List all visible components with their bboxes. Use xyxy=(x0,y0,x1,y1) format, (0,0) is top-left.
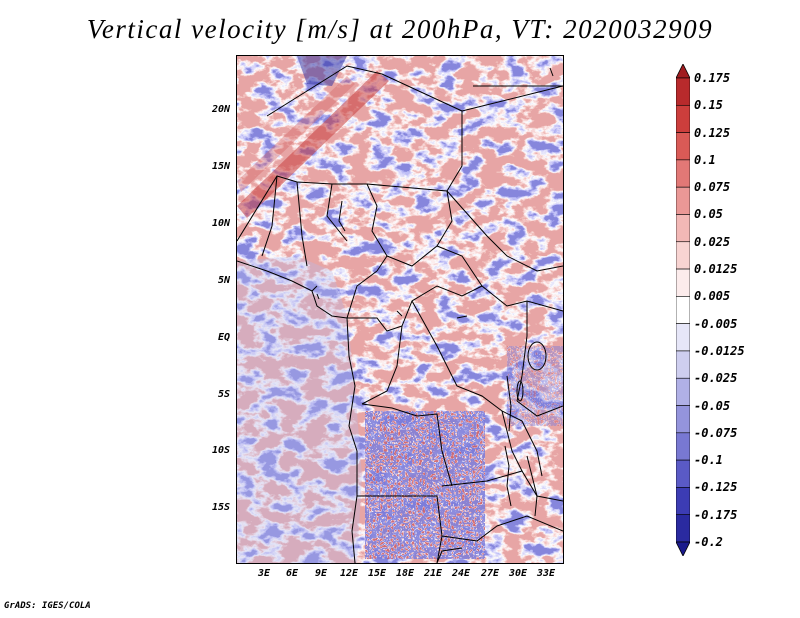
lon-label-24e: 24E xyxy=(451,568,471,579)
lon-label-6e: 6E xyxy=(285,568,299,579)
colorbar-label: 0.075 xyxy=(694,180,731,195)
page-title: Vertical velocity [m/s] at 200hPa, VT: 2… xyxy=(86,14,714,44)
colorbar-label: -0.2 xyxy=(694,535,723,549)
colorbar-bottom-arrow xyxy=(676,541,690,556)
colorbar-label: -0.075 xyxy=(694,425,738,440)
colorbar-label: 0.025 xyxy=(694,234,731,249)
colorbar-segment xyxy=(676,514,690,543)
colorbar-segment xyxy=(676,377,690,406)
lon-label-12e: 12E xyxy=(339,568,359,579)
colorbar-segment xyxy=(676,214,690,243)
colorbar-label: -0.175 xyxy=(694,507,738,522)
colorbar-label: -0.025 xyxy=(694,371,738,386)
colorbar-top-arrow xyxy=(676,64,690,79)
lat-label-15s: 15S xyxy=(211,502,230,513)
colorbar-segment xyxy=(676,296,690,324)
colorbar-segment xyxy=(676,432,690,461)
colorbar-segment xyxy=(676,104,690,133)
colorbar-segment xyxy=(676,186,690,215)
vertical-velocity-field xyxy=(237,56,563,563)
colorbar-segment xyxy=(676,487,690,516)
lon-label-30e: 30E xyxy=(508,568,528,579)
colorbar-label: 0.05 xyxy=(694,207,723,222)
colorbar-segment xyxy=(676,77,690,106)
lon-label-33e: 33E xyxy=(536,568,556,579)
lat-label-20n: 20N xyxy=(211,104,230,115)
colorbar-label: -0.125 xyxy=(694,480,738,495)
colorbar-label: 0.005 xyxy=(694,289,731,304)
lon-label-15e: 15E xyxy=(367,568,387,579)
map-panel xyxy=(236,55,564,564)
lat-label-10n: 10N xyxy=(211,218,230,229)
lat-label-5n: 5N xyxy=(217,275,230,286)
colorbar-label: -0.05 xyxy=(694,398,731,413)
lon-label-21e: 21E xyxy=(423,568,443,579)
colorbar-segment xyxy=(676,159,690,188)
lat-label-10s: 10S xyxy=(211,445,230,456)
lon-label-9e: 9E xyxy=(314,568,328,579)
colorbar-label: 0.1 xyxy=(694,152,716,167)
colorbar-segment xyxy=(676,350,690,379)
colorbar-segment xyxy=(676,268,690,297)
grads-credit: GrADS: IGES/COLA xyxy=(4,601,91,611)
lat-label-eq: EQ xyxy=(217,332,230,343)
colorbar-label: 0.0125 xyxy=(694,262,738,277)
colorbar-segment xyxy=(676,241,690,270)
colorbar-label: -0.005 xyxy=(694,316,738,331)
colorbar xyxy=(676,64,690,556)
lat-label-5s: 5S xyxy=(217,389,230,400)
lon-label-3e: 3E xyxy=(257,568,271,579)
colorbar-label: 0.15 xyxy=(694,98,723,113)
colorbar-segment xyxy=(676,459,690,488)
colorbar-label: 0.125 xyxy=(694,125,731,140)
colorbar-segment xyxy=(676,405,690,434)
colorbar-segment xyxy=(676,132,690,161)
lat-label-15n: 15N xyxy=(211,161,230,172)
colorbar-label: -0.1 xyxy=(694,453,723,468)
colorbar-segment xyxy=(676,323,690,352)
lon-label-18e: 18E xyxy=(395,568,415,579)
lon-label-27e: 27E xyxy=(480,568,500,579)
colorbar-label: -0.0125 xyxy=(694,343,745,358)
colorbar-label: 0.175 xyxy=(694,71,731,85)
